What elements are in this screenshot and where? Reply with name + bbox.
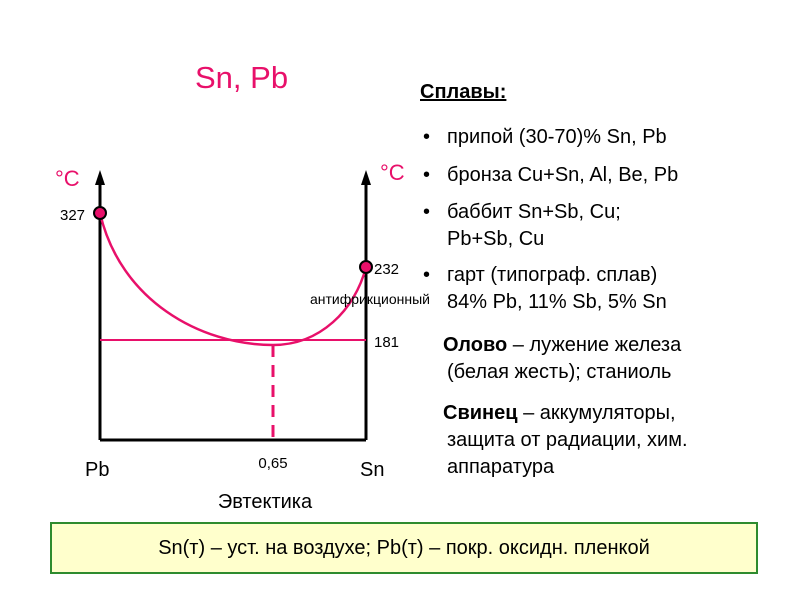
element: Sn — [360, 459, 384, 481]
annotation: антифрикционный — [310, 291, 430, 307]
bullet: • — [423, 164, 431, 186]
alloy-line: 84% Pb, 11% Sb, 5% Sn — [447, 291, 667, 313]
note-line: защита от радиации, хим. — [447, 429, 688, 451]
alloy-line: припой (30-70)% Sn, Pb — [447, 126, 667, 148]
alloy-line: гарт (типограф. сплав) — [447, 264, 658, 286]
bullet: • — [423, 201, 431, 223]
note-line: Олово – лужение железа — [443, 333, 681, 357]
composition: 0,65 — [258, 455, 287, 472]
note-text: – аккумуляторы, — [523, 402, 676, 424]
temp-label: 327 — [60, 207, 85, 224]
liquidus — [98, 212, 368, 347]
arrow — [95, 170, 105, 185]
note-line: аппаратура — [447, 456, 555, 478]
alloy-line: бронза Cu+Sn, Al, Be, Pb — [447, 164, 679, 186]
note-line: (белая жесть); станиоль — [447, 361, 672, 383]
title: Sn, Pb — [195, 60, 289, 95]
element: Pb — [85, 459, 109, 481]
temp-label: 232 — [374, 261, 399, 278]
unit: °C — [380, 160, 405, 185]
note-term: Олово — [443, 334, 508, 356]
melt-point — [359, 260, 373, 274]
note-text: – лужение железа — [512, 334, 682, 356]
eutectic-label: Эвтектика — [218, 491, 313, 513]
unit: °C — [55, 166, 80, 191]
melt-point — [93, 206, 107, 220]
arrow — [361, 170, 371, 185]
bullet: • — [423, 126, 431, 148]
alloy-line: Pb+Sb, Cu — [447, 228, 545, 250]
alloys-heading: Сплавы: — [420, 81, 507, 103]
footer-box: Sn(т) – уст. на воздухе; Pb(т) – покр. о… — [50, 522, 758, 574]
bullet: • — [423, 264, 431, 286]
note-line: Свинец – аккумуляторы, — [443, 401, 676, 425]
note-term: Свинец — [443, 402, 518, 424]
footer: Sn(т) – уст. на воздухе; Pb(т) – покр. о… — [158, 537, 650, 559]
alloy-line: баббит Sn+Sb, Cu; — [447, 201, 621, 223]
temp-label: 181 — [374, 334, 399, 351]
